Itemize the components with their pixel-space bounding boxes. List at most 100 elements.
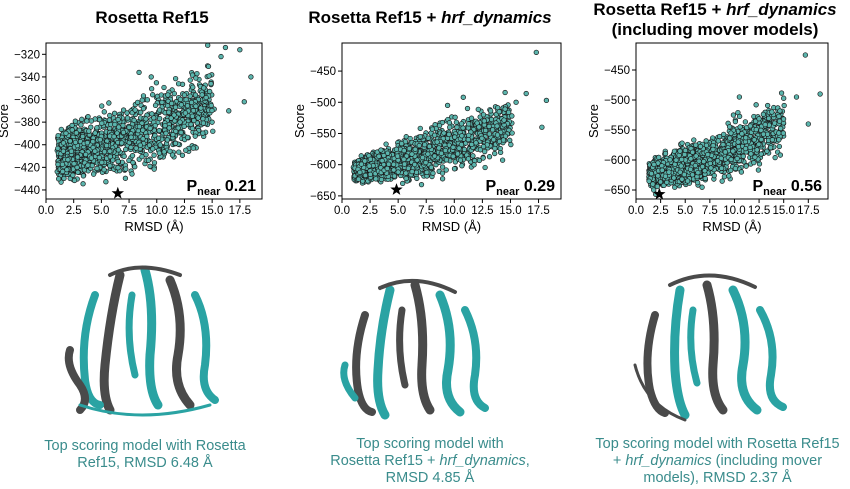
data-point — [140, 127, 146, 133]
data-point — [454, 151, 461, 157]
data-point — [148, 74, 154, 80]
data-point — [726, 124, 733, 130]
data-point — [502, 106, 508, 112]
data-point — [450, 153, 456, 159]
data-point — [793, 94, 800, 100]
data-point — [101, 149, 108, 155]
data-point — [138, 109, 144, 115]
caption-hrf-mover: Top scoring model with Rosetta Ref15 + h… — [585, 436, 850, 487]
data-point — [776, 137, 782, 143]
best-model-star — [111, 186, 124, 199]
data-point — [481, 118, 487, 124]
data-point — [442, 147, 449, 154]
data-point — [458, 121, 465, 127]
y-tick-label: −400 — [14, 140, 40, 152]
data-point — [168, 100, 175, 107]
data-point — [175, 81, 182, 87]
x-tick-label: 10.0 — [723, 205, 745, 217]
data-point — [736, 113, 743, 120]
data-point — [143, 116, 149, 122]
data-point — [697, 143, 704, 150]
data-point — [73, 130, 80, 136]
data-point — [128, 144, 134, 151]
data-point — [487, 108, 494, 114]
data-point — [736, 94, 743, 100]
pnear-subscript: near — [197, 186, 221, 198]
data-point — [470, 153, 476, 159]
data-point — [144, 97, 151, 103]
data-point — [140, 93, 147, 99]
data-point — [657, 179, 664, 185]
y-tick-label: −360 — [14, 95, 40, 107]
data-point — [676, 152, 682, 158]
pnear-annotation: Pnear 0.29 — [485, 178, 555, 198]
data-point — [190, 145, 196, 151]
data-point — [120, 107, 127, 113]
x-tick-label: 0.0 — [38, 205, 54, 217]
data-point — [480, 143, 487, 150]
data-point — [140, 136, 146, 142]
data-point — [771, 120, 778, 126]
data-point — [412, 146, 418, 152]
data-point — [430, 170, 436, 176]
x-tick-label: 15.0 — [499, 205, 521, 217]
data-point — [662, 150, 669, 157]
title-text-a: Rosetta Ref15 + — [308, 8, 442, 27]
x-tick-label: 15.0 — [201, 205, 223, 217]
data-point — [460, 94, 466, 100]
y-tick-label: −420 — [14, 162, 40, 174]
data-point — [136, 69, 142, 76]
data-point — [734, 155, 740, 162]
data-point — [383, 141, 389, 147]
data-point — [468, 115, 475, 121]
chart-title-hrf-mover: Rosetta Ref15 + hrf_dynamics (including … — [575, 0, 850, 40]
data-point — [702, 168, 708, 174]
x-tick-label: 10.0 — [443, 205, 465, 217]
pnear-value: 0.21 — [220, 178, 256, 195]
data-point — [703, 138, 709, 144]
data-point — [71, 177, 78, 184]
data-point — [129, 153, 136, 159]
data-point — [378, 147, 384, 153]
data-point — [687, 166, 694, 173]
data-point — [69, 127, 75, 133]
data-point — [728, 130, 734, 136]
data-point — [434, 139, 440, 145]
data-point — [679, 156, 685, 163]
data-point — [444, 102, 451, 109]
data-point — [452, 114, 458, 120]
data-point — [367, 156, 374, 162]
data-point — [159, 99, 165, 105]
data-point — [192, 92, 199, 98]
data-point — [103, 142, 110, 149]
data-point — [187, 93, 193, 99]
data-point — [137, 142, 143, 148]
data-point — [464, 105, 471, 112]
data-point — [710, 146, 716, 153]
caption-line: models), RMSD 2.37 Å — [643, 470, 792, 486]
y-axis-label: Score — [0, 104, 11, 138]
x-axis-label: RMSD (Å) — [702, 219, 761, 234]
data-point — [494, 123, 500, 129]
data-point — [122, 146, 129, 153]
data-point — [479, 135, 485, 141]
data-point — [432, 132, 438, 138]
data-point — [439, 164, 446, 170]
data-point — [424, 169, 430, 176]
data-point — [423, 159, 429, 166]
data-point — [401, 147, 407, 154]
data-point — [192, 133, 198, 139]
data-point — [84, 118, 90, 124]
data-point — [120, 129, 127, 135]
data-point — [139, 120, 145, 126]
data-point — [465, 136, 471, 143]
data-point — [452, 134, 458, 140]
data-point — [80, 133, 86, 140]
data-point — [132, 107, 138, 113]
data-point — [79, 116, 85, 122]
data-point — [176, 149, 182, 155]
data-point — [412, 161, 418, 168]
data-point — [513, 99, 519, 105]
data-point — [96, 154, 102, 161]
data-point — [756, 116, 762, 122]
